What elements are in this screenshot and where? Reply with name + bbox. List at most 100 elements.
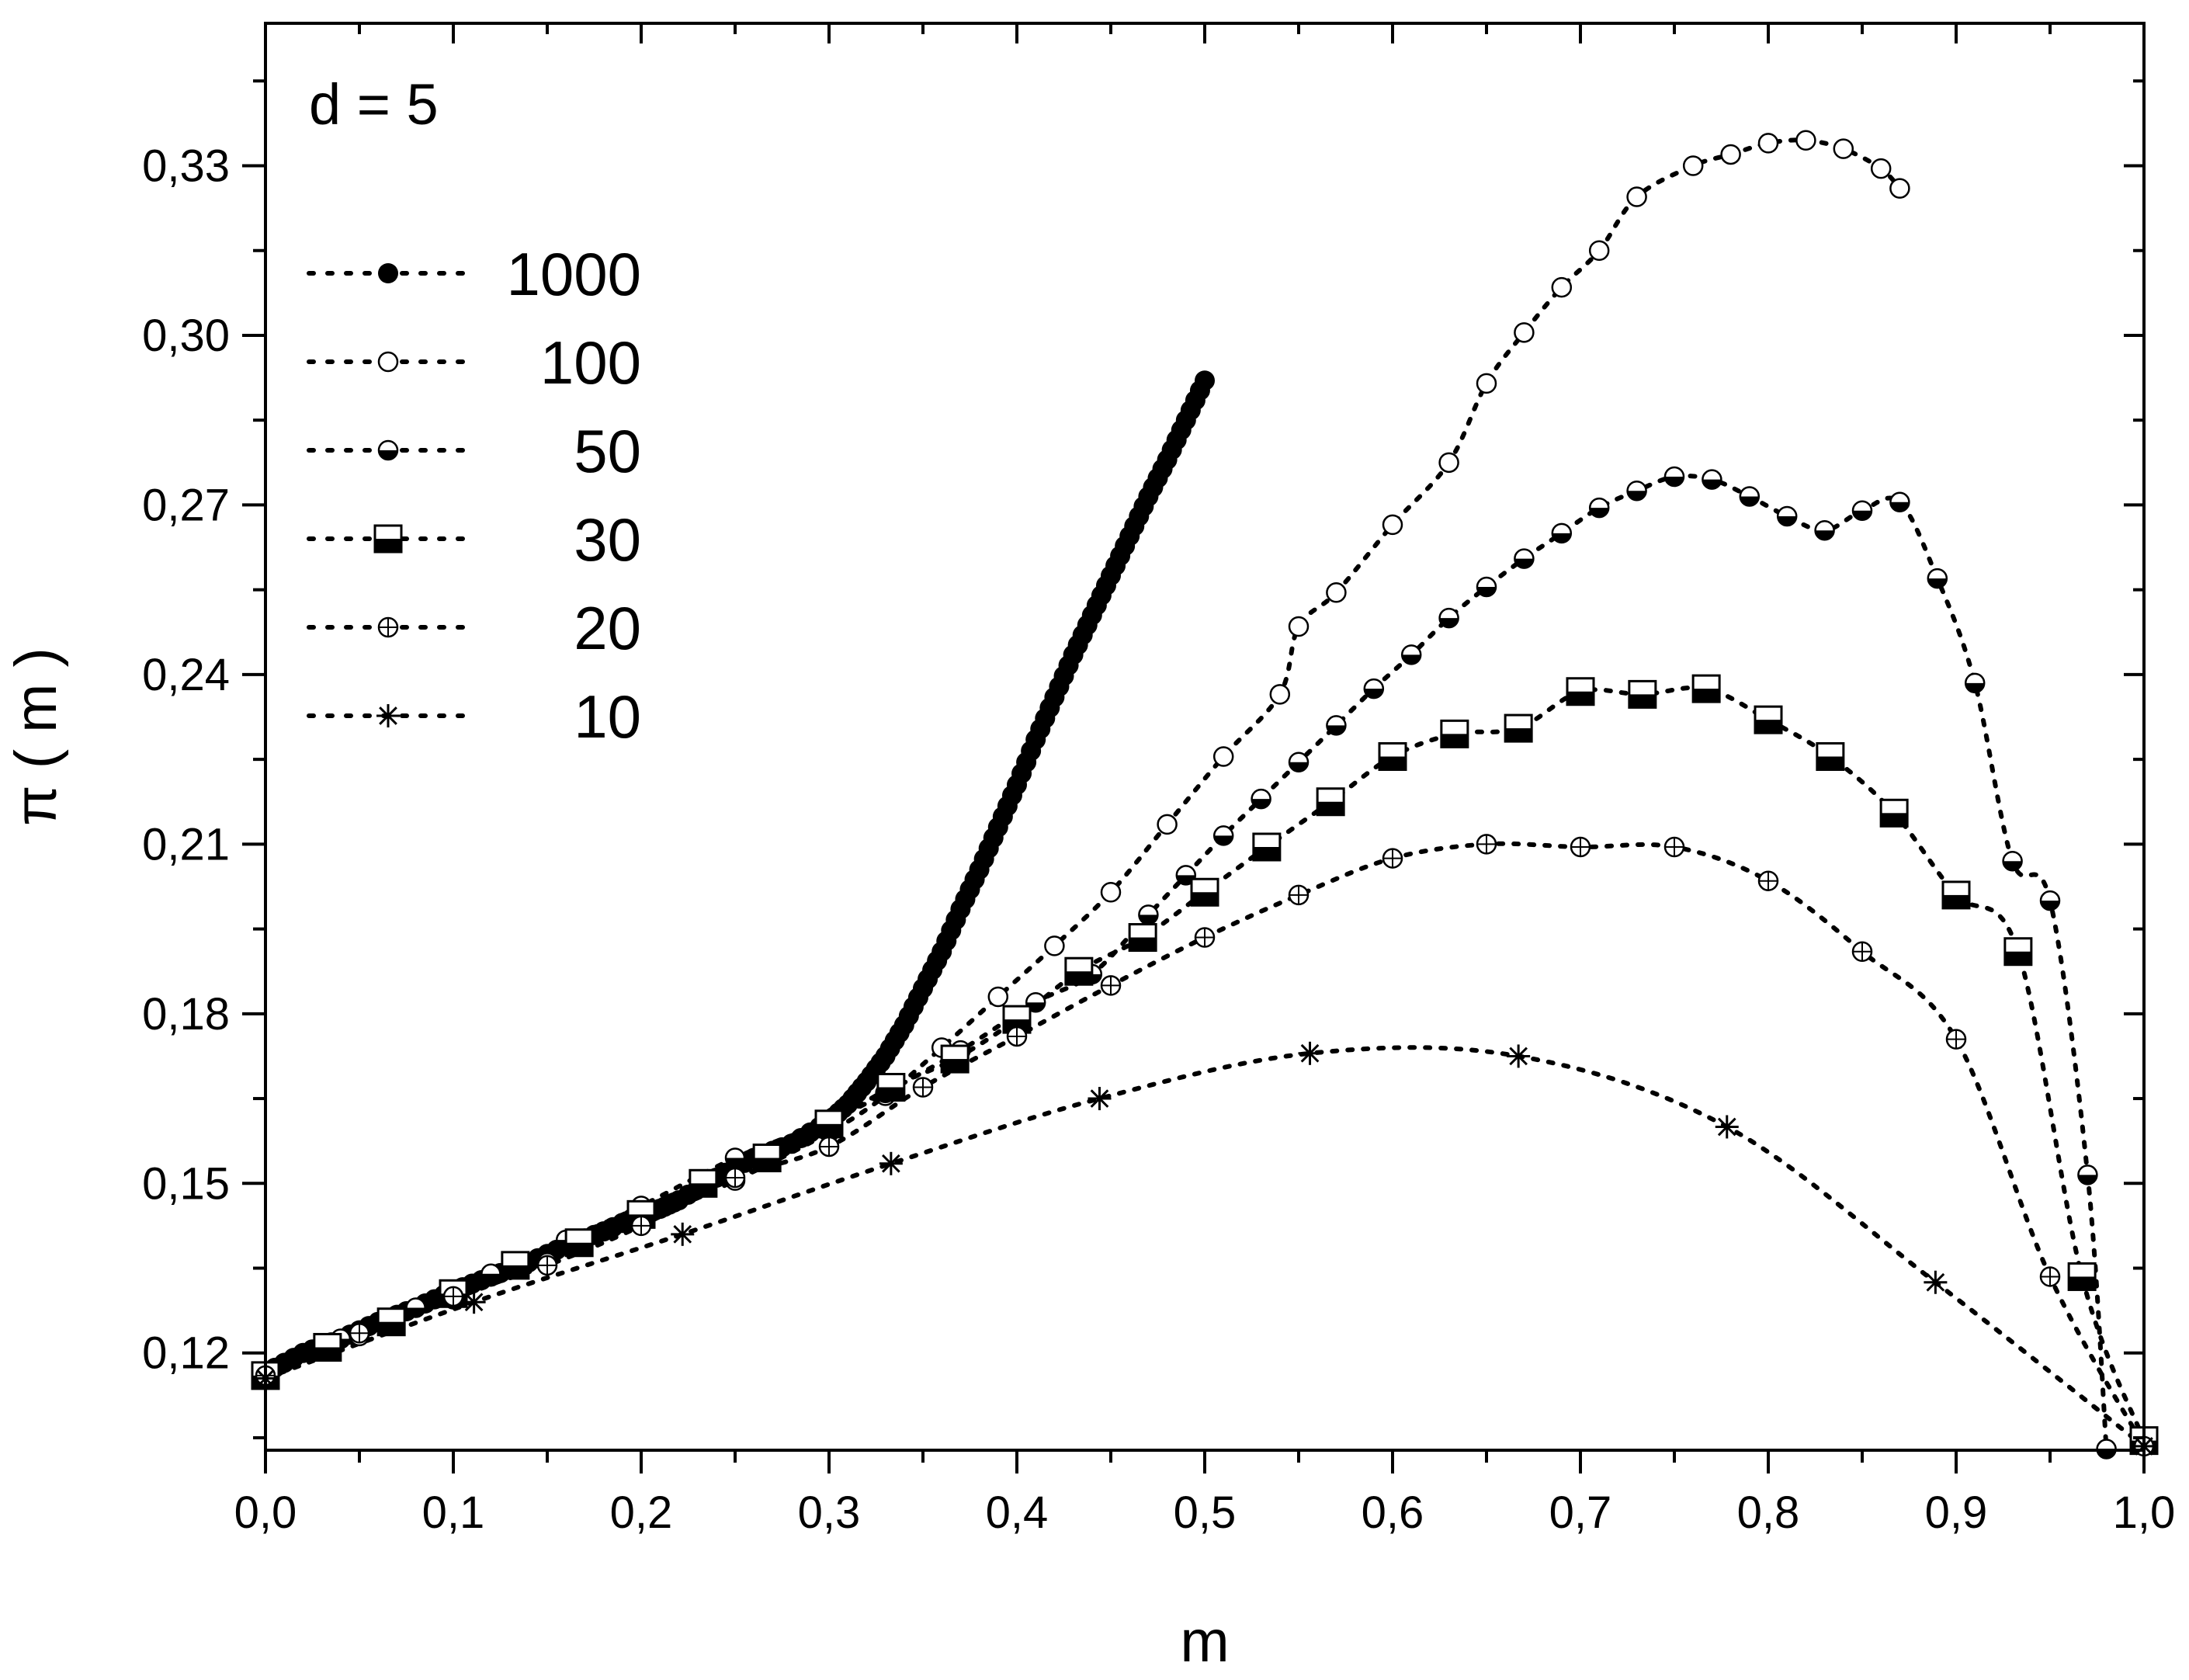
data-point (536, 1255, 558, 1276)
legend-item-30: 30 (307, 505, 641, 574)
data-point (1927, 568, 1948, 589)
data-point (1128, 923, 1157, 953)
series-100 (255, 130, 1910, 1387)
legend-item-1000: 1000 (307, 240, 641, 308)
x-tick-label: 1,0 (2113, 1487, 2176, 1538)
data-point (1870, 158, 1892, 179)
data-point (1288, 751, 1310, 773)
series-line-50 (263, 473, 2109, 1452)
data-point (1298, 1041, 1322, 1065)
legend-item-100: 100 (307, 328, 641, 397)
data-point (1378, 741, 1407, 771)
legend-label: 100 (540, 328, 641, 397)
data-point (1551, 522, 1573, 544)
data-point (671, 1222, 695, 1246)
data-point (564, 1228, 594, 1258)
data-point (1851, 941, 1873, 962)
data-point (1212, 825, 1234, 846)
data-point (1566, 677, 1595, 706)
data-point (752, 1144, 782, 1173)
data-point (1626, 186, 1647, 207)
data-point (1816, 741, 1845, 771)
data-point (2002, 850, 2023, 872)
y-tick-label: 0,30 (142, 311, 230, 361)
data-point (1316, 787, 1345, 817)
series-markers (251, 130, 2159, 1460)
data-point (1326, 582, 1347, 603)
data-point (876, 1072, 906, 1102)
data-point (376, 1307, 406, 1337)
x-tick-label: 0,3 (798, 1487, 861, 1538)
data-point (1964, 672, 1986, 694)
data-point (1754, 705, 1783, 734)
data-point (1682, 155, 1704, 176)
legend-marker (378, 263, 398, 283)
x-tick-label: 0,0 (234, 1487, 297, 1538)
data-point (912, 1077, 934, 1098)
data-point (630, 1215, 652, 1237)
data-point (1212, 746, 1234, 767)
data-point (1326, 715, 1347, 736)
data-point (313, 1332, 342, 1362)
data-point (1663, 836, 1685, 858)
legend-item-20: 20 (307, 594, 641, 662)
data-point (1757, 870, 1779, 891)
data-point (1363, 678, 1385, 699)
data-point (724, 1147, 746, 1168)
legend-label: 50 (574, 417, 641, 485)
data-point (1044, 935, 1065, 956)
data-point (1438, 452, 1459, 474)
data-point (1551, 276, 1573, 298)
data-point (1064, 956, 1094, 986)
series-line-1000 (263, 378, 1207, 1376)
data-point (1814, 519, 1835, 541)
data-point (1157, 814, 1178, 835)
data-point (1889, 491, 1910, 513)
series-line-10 (263, 1045, 2146, 1449)
data-point (724, 1167, 746, 1189)
data-point (480, 1263, 501, 1285)
data-point (2077, 1165, 2098, 1185)
legend-label: 30 (574, 505, 641, 574)
x-axis-label: m (1180, 1609, 1229, 1675)
data-point (1691, 674, 1721, 703)
data-point (1945, 1029, 1967, 1050)
data-point (1715, 1115, 1739, 1139)
legend-label: 1000 (506, 240, 641, 308)
data-point (1663, 466, 1685, 488)
data-point (1476, 834, 1497, 855)
data-point (1795, 130, 1816, 151)
data-point (1006, 1026, 1028, 1047)
series-1000 (255, 370, 1215, 1383)
series-line-30 (263, 685, 2146, 1443)
legend-marker (376, 704, 400, 727)
data-point (1702, 469, 1722, 490)
data-point (814, 1109, 844, 1139)
data-point (2003, 937, 2033, 967)
plot-frame (264, 22, 2146, 1452)
data-point (1269, 684, 1291, 705)
x-tick-label: 0,5 (1174, 1487, 1237, 1538)
legend-item-50: 50 (307, 417, 641, 485)
data-point (1588, 240, 1610, 261)
data-point (1252, 832, 1282, 862)
data-point (1438, 607, 1459, 629)
data-point (1851, 500, 1873, 521)
legend-marker (377, 616, 399, 638)
data-point (1628, 679, 1657, 709)
legend-marker (373, 524, 403, 554)
y-tick-label: 0,21 (142, 819, 230, 870)
data-point (1776, 505, 1798, 527)
data-point (1924, 1270, 1948, 1294)
data-point (987, 986, 1009, 1008)
data-point (2039, 890, 2061, 911)
y-tick-label: 0,27 (142, 480, 230, 530)
legend-item-10: 10 (307, 682, 641, 751)
data-point (2067, 1262, 2097, 1291)
x-tick-label: 0,7 (1549, 1487, 1612, 1538)
legend-marker (377, 351, 399, 373)
legend: 1000 100 50 30 20 10 (307, 240, 641, 751)
data-point (1476, 576, 1497, 598)
data-point (1382, 514, 1403, 536)
